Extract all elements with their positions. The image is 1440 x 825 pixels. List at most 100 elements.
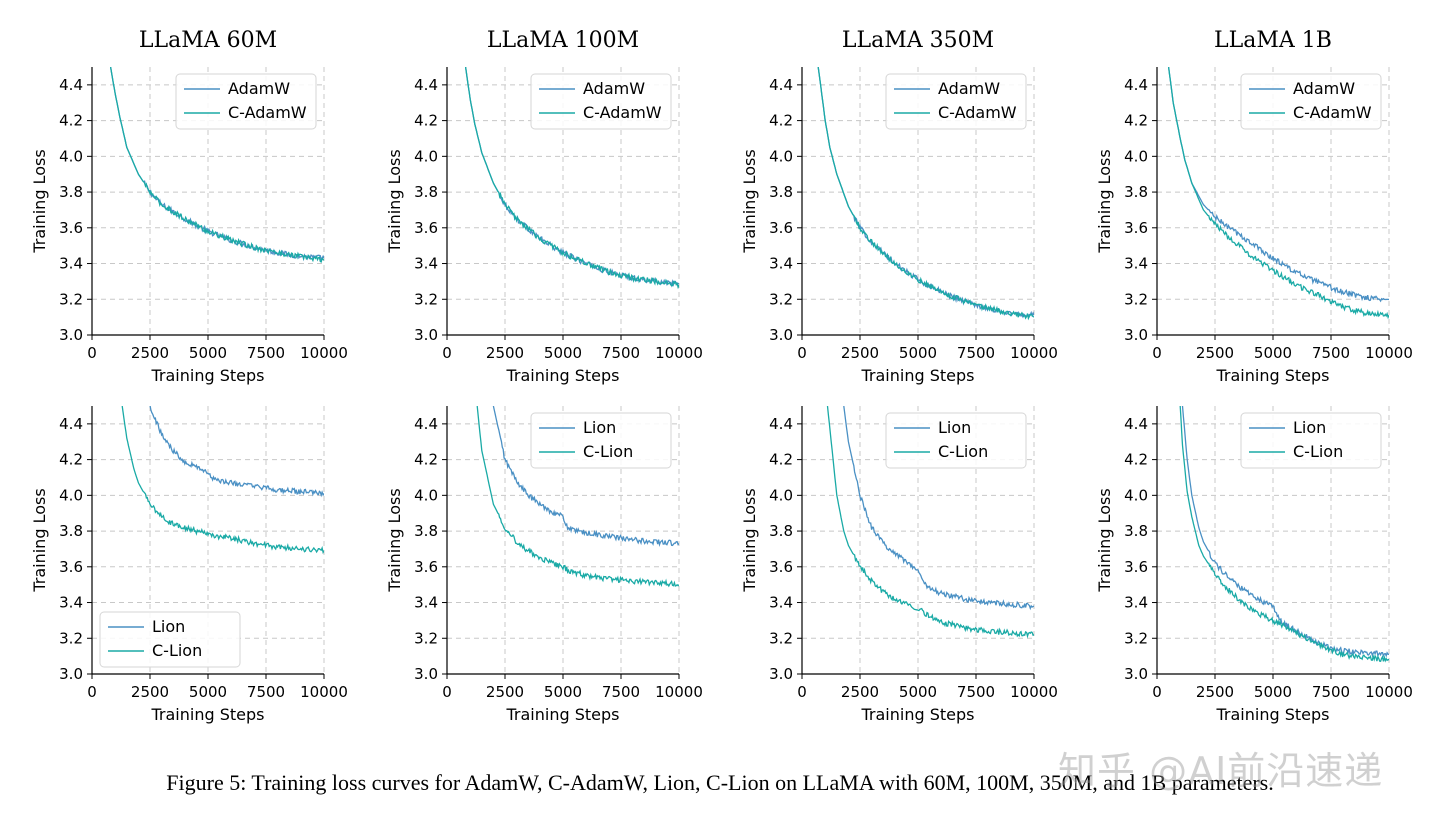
legend-label: AdamW <box>1293 79 1355 98</box>
y-tick-label: 4.0 <box>59 486 83 504</box>
x-tick-label: 7500 <box>602 344 640 362</box>
subplot-title: LLaMA 350M <box>842 28 994 53</box>
y-tick-label: 3.6 <box>414 219 438 237</box>
subplot-7: 0 2500 5000 7500 10000 3.0 3.2 3.4 3.6 3.8 4.0 4.2 4… <box>740 406 1058 724</box>
y-tick-label: 3.4 <box>1124 594 1148 612</box>
y-tick-label: 3.4 <box>59 255 83 273</box>
x-tick-label: 0 <box>1152 344 1162 362</box>
y-tick-label: 3.2 <box>59 629 83 647</box>
x-axis-label: Training Steps <box>861 366 975 385</box>
y-tick-label: 4.4 <box>769 76 793 94</box>
y-tick-label: 4.4 <box>769 415 793 433</box>
legend-box <box>530 412 672 469</box>
y-tick-label: 3.6 <box>769 219 793 237</box>
legend-label: Lion <box>152 617 185 636</box>
y-tick-label: 4.0 <box>769 486 793 504</box>
legend-label: C-AdamW <box>583 103 662 122</box>
y-axis-label: Training Loss <box>30 488 49 592</box>
subplot-6: 0 2500 5000 7500 10000 3.0 3.2 3.4 3.6 3.8 4.0 4.2 4… <box>385 406 703 724</box>
subplot-4: LLaMA 1B 0 2500 5000 7500 10000 3.0 3.2 3.4 3.6 3.… <box>1095 28 1413 385</box>
subplot-1: LLaMA 60M 0 2500 5000 7500 10000 3.0 3.2 3.4 3.6 3… <box>30 28 348 385</box>
y-tick-label: 4.4 <box>1124 76 1148 94</box>
series-line-adamw <box>1167 67 1389 303</box>
y-tick-label: 3.0 <box>1124 326 1148 344</box>
legend-label: C-AdamW <box>1293 103 1372 122</box>
y-tick-label: 3.4 <box>59 594 83 612</box>
series-line-c-lion <box>476 406 679 588</box>
x-tick-label: 0 <box>797 683 807 701</box>
y-tick-label: 3.2 <box>414 629 438 647</box>
y-tick-label: 3.4 <box>1124 255 1148 273</box>
x-tick-label: 7500 <box>602 683 640 701</box>
x-tick-label: 2500 <box>1196 344 1234 362</box>
y-tick-label: 3.8 <box>59 522 83 540</box>
y-tick-label: 4.2 <box>1124 451 1148 469</box>
y-tick-label: 3.6 <box>59 219 83 237</box>
x-tick-label: 10000 <box>1010 683 1058 701</box>
x-tick-label: 0 <box>1152 683 1162 701</box>
watermark: 知乎 @AI前沿速递 <box>1058 749 1384 793</box>
subplot-3: LLaMA 350M 0 2500 5000 7500 10000 3.0 3.2 3.4 3.6… <box>740 28 1058 385</box>
legend-label: C-Lion <box>938 442 988 461</box>
legend-label: Lion <box>583 418 616 437</box>
y-tick-label: 3.2 <box>1124 290 1148 308</box>
legend: AdamW C-AdamW <box>885 73 1027 130</box>
y-tick-label: 3.0 <box>59 665 83 683</box>
x-tick-label: 10000 <box>1365 344 1413 362</box>
y-tick-label: 4.0 <box>414 486 438 504</box>
y-tick-label: 3.2 <box>414 290 438 308</box>
series-line-c-adamw <box>464 67 679 290</box>
x-tick-label: 10000 <box>300 344 348 362</box>
x-tick-label: 5000 <box>544 683 582 701</box>
legend: Lion C-Lion <box>99 611 241 668</box>
series-line-c-adamw <box>109 67 324 263</box>
x-tick-label: 2500 <box>841 344 879 362</box>
x-tick-label: 10000 <box>300 683 348 701</box>
legend-box <box>1240 412 1382 469</box>
y-tick-label: 3.4 <box>769 255 793 273</box>
y-tick-label: 3.2 <box>1124 629 1148 647</box>
y-tick-label: 4.2 <box>1124 112 1148 130</box>
x-tick-label: 7500 <box>1312 683 1350 701</box>
x-tick-label: 7500 <box>957 344 995 362</box>
series-line-c-lion <box>121 406 324 555</box>
subplot-title: LLaMA 60M <box>139 28 277 53</box>
y-tick-label: 3.4 <box>769 594 793 612</box>
y-axis-label: Training Loss <box>740 488 759 592</box>
y-tick-label: 4.2 <box>59 112 83 130</box>
series-line-c-lion <box>1179 406 1389 663</box>
y-tick-label: 3.2 <box>59 290 83 308</box>
x-tick-label: 7500 <box>1312 344 1350 362</box>
legend-label: Lion <box>938 418 971 437</box>
y-tick-label: 3.8 <box>1124 183 1148 201</box>
y-tick-label: 3.0 <box>769 665 793 683</box>
legend-label: AdamW <box>583 79 645 98</box>
x-tick-label: 2500 <box>486 344 524 362</box>
x-tick-label: 2500 <box>131 344 169 362</box>
x-tick-label: 7500 <box>247 683 285 701</box>
y-tick-label: 3.8 <box>769 522 793 540</box>
subplot-2: LLaMA 100M 0 2500 5000 7500 10000 3.0 3.2 3.4 3.6… <box>385 28 703 385</box>
legend-box <box>175 73 317 130</box>
y-tick-label: 4.2 <box>414 451 438 469</box>
legend-box <box>885 412 1027 469</box>
legend-label: Lion <box>1293 418 1326 437</box>
subplot-title: LLaMA 100M <box>487 28 639 53</box>
x-axis-label: Training Steps <box>151 705 265 724</box>
y-axis-label: Training Loss <box>385 488 404 592</box>
y-tick-label: 4.4 <box>414 76 438 94</box>
series-line-lion <box>843 406 1034 611</box>
y-tick-label: 4.2 <box>769 451 793 469</box>
x-tick-label: 5000 <box>899 344 937 362</box>
x-tick-label: 0 <box>442 683 452 701</box>
x-tick-label: 5000 <box>189 683 227 701</box>
y-tick-label: 3.8 <box>1124 522 1148 540</box>
y-tick-label: 4.2 <box>769 112 793 130</box>
legend: Lion C-Lion <box>1240 412 1382 469</box>
y-axis-label: Training Loss <box>385 149 404 253</box>
series-line-c-lion <box>826 406 1034 639</box>
x-tick-label: 7500 <box>957 683 995 701</box>
y-tick-label: 4.4 <box>59 415 83 433</box>
y-axis-label: Training Loss <box>1095 149 1114 253</box>
subplot-8: 0 2500 5000 7500 10000 3.0 3.2 3.4 3.6 3.8 4.0 4.2 4… <box>1095 406 1413 724</box>
